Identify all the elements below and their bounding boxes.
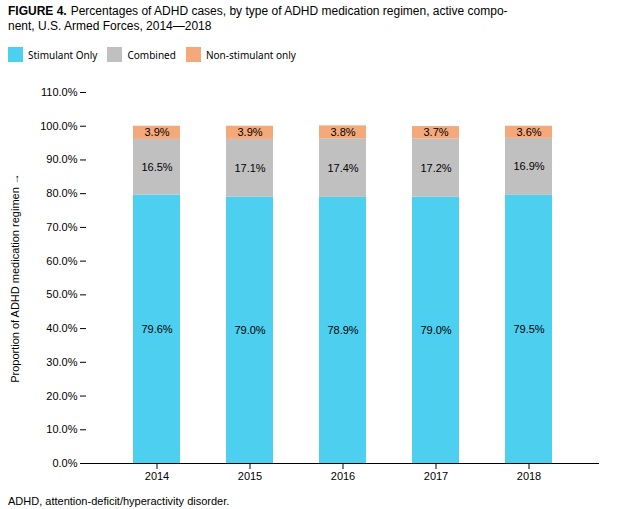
svg-text:3.8%: 3.8%: [330, 126, 355, 138]
svg-text:2016: 2016: [331, 470, 355, 482]
svg-text:2014: 2014: [145, 470, 169, 482]
svg-text:10.0%: 10.0%: [46, 423, 77, 435]
svg-text:Proportion of ADHD medication: Proportion of ADHD medication regimen →: [9, 173, 21, 383]
svg-text:17.1%: 17.1%: [234, 162, 265, 174]
html-text:FIGURE 4. Percentages of ADHD: FIGURE 4. Percentages of ADHD cases, by …: [8, 4, 508, 33]
html-text:ADHD, attention-deficit/hypera: ADHD, attention-deficit/hyperactivity di…: [8, 495, 230, 507]
svg-text:78.9%: 78.9%: [327, 324, 358, 336]
svg-text:0.0%: 0.0%: [52, 457, 77, 469]
html-text:Non-stimulant only: Non-stimulant only: [205, 47, 296, 62]
svg-text:70.0%: 70.0%: [46, 221, 77, 233]
svg-text:17.2%: 17.2%: [420, 162, 451, 174]
svg-text:79.0%: 79.0%: [420, 324, 451, 336]
svg-text:3.6%: 3.6%: [516, 126, 541, 138]
svg-text:30.0%: 30.0%: [46, 356, 77, 368]
svg-text:20.0%: 20.0%: [46, 390, 77, 402]
svg-text:3.7%: 3.7%: [423, 126, 448, 138]
html-text:Stimulant Only: Stimulant Only: [28, 47, 98, 62]
svg-text:40.0%: 40.0%: [46, 322, 77, 334]
svg-text:100.0%: 100.0%: [40, 120, 78, 132]
svg-text:79.5%: 79.5%: [513, 323, 544, 335]
svg-text:50.0%: 50.0%: [46, 288, 77, 300]
svg-text:16.5%: 16.5%: [141, 161, 172, 173]
svg-text:90.0%: 90.0%: [46, 153, 77, 165]
svg-text:17.4%: 17.4%: [327, 162, 358, 174]
svg-text:60.0%: 60.0%: [46, 255, 77, 267]
html-text:Combined: Combined: [127, 47, 176, 62]
svg-text:80.0%: 80.0%: [46, 187, 77, 199]
svg-text:110.0%: 110.0%: [41, 86, 78, 98]
svg-text:3.9%: 3.9%: [144, 126, 169, 138]
svg-text:3.9%: 3.9%: [237, 126, 262, 138]
svg-text:2018: 2018: [517, 470, 541, 482]
svg-text:79.6%: 79.6%: [141, 323, 172, 335]
svg-text:16.9%: 16.9%: [513, 160, 544, 172]
svg-text:2017: 2017: [424, 470, 448, 482]
svg-text:2015: 2015: [238, 470, 262, 482]
svg-text:79.0%: 79.0%: [234, 324, 265, 336]
